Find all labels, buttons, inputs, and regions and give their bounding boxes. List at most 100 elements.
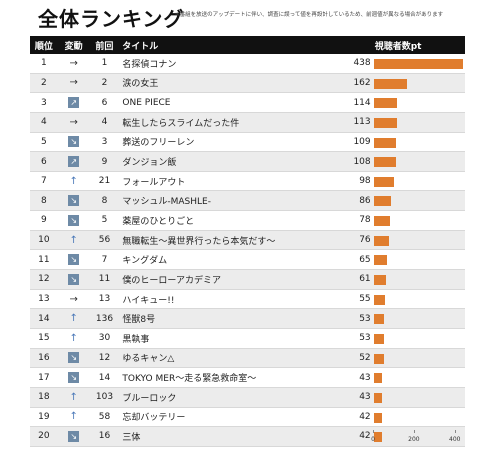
arrow-right-icon: → — [69, 77, 78, 89]
bar — [373, 176, 394, 187]
prev-rank-cell: 30 — [98, 333, 111, 344]
move-cell: → — [58, 77, 90, 88]
prev-rank-cell: 11 — [98, 274, 111, 285]
bar — [373, 412, 383, 423]
value-label: 61 — [359, 274, 371, 285]
title-cell: フォールアウト — [122, 177, 186, 188]
table-row: 3 ↗ 6 ONE PIECE 114 — [30, 93, 465, 113]
value-label: 109 — [353, 136, 371, 147]
prev-rank-cell: 1 — [101, 58, 108, 69]
move-cell: ↘ — [58, 430, 90, 442]
title-cell: 葬送のフリーレン — [122, 138, 195, 149]
bar — [373, 353, 385, 364]
move-cell: ↘ — [58, 372, 90, 384]
rank-cell: 15 — [38, 333, 50, 344]
bar-cell — [373, 191, 465, 210]
bar-cell — [373, 408, 465, 427]
bar — [373, 59, 464, 69]
footnote: ※番組を放送のアップデートに伴い、調査に誤って値を再設計しているため、前週値が異… — [175, 12, 444, 18]
bar — [373, 78, 407, 89]
prev-rank-cell: 58 — [98, 411, 111, 422]
x-tick-label: 400 — [449, 436, 461, 443]
bar — [373, 117, 397, 128]
move-cell: ↗ — [58, 156, 90, 168]
title-cell: 三体 — [122, 432, 141, 443]
move-cell: ↑ — [58, 313, 90, 324]
title-cell: キングダム — [122, 256, 168, 267]
move-cell: → — [58, 117, 90, 128]
arrow-up-icon: ↑ — [69, 332, 78, 344]
prev-rank-cell: 6 — [101, 97, 108, 108]
bar-cell — [373, 211, 465, 230]
title-cell: ダンジョン飯 — [122, 158, 177, 169]
rank-cell: 8 — [41, 195, 47, 206]
trend-down-icon: ↘ — [68, 273, 80, 285]
move-cell: → — [58, 58, 90, 69]
trend-down-icon: ↘ — [68, 254, 80, 266]
table-row: 15 ↑ 30 黒執事 53 — [30, 329, 465, 349]
table-row: 10 ↑ 56 無職転生～異世界行ったら本気だす～ 76 — [30, 230, 465, 251]
move-cell: ↑ — [58, 235, 90, 246]
bar — [373, 216, 390, 227]
trend-down-icon: ↘ — [68, 352, 80, 364]
bar-cell — [373, 290, 465, 309]
prev-rank-cell: 3 — [101, 136, 108, 147]
title-cell: 涙の女王 — [122, 79, 159, 90]
prev-rank-cell: 8 — [101, 195, 108, 206]
table-row: 5 ↘ 3 葬送のフリーレン 109 — [30, 133, 465, 153]
prev-rank-cell: 16 — [98, 431, 111, 442]
x-tick-mark — [373, 430, 374, 433]
bar — [373, 333, 385, 344]
table-row: 8 ↘ 8 マッシュル-MASHLE- 86 — [30, 191, 465, 212]
bar — [373, 373, 383, 384]
header-prev: 前回 — [95, 41, 114, 52]
table-header: 順位 変動 前回 タイトル 視聴者数pt — [30, 36, 465, 54]
prev-rank-cell: 13 — [98, 294, 111, 304]
arrow-up-icon: ↑ — [69, 234, 78, 246]
title-cell: 名探偵コナン — [122, 59, 177, 70]
bar-cell — [373, 133, 465, 152]
header-rank: 順位 — [34, 41, 53, 52]
table-row: 18 ↑ 103 ブルーロック 43 — [30, 387, 465, 408]
table-row: 13 → 13 ハイキュー!! 55 — [30, 290, 465, 310]
x-axis: 0 200 400 — [371, 430, 465, 448]
value-label: 55 — [359, 294, 371, 304]
title-cell: ONE PIECE — [122, 97, 171, 108]
prev-rank-cell: 103 — [95, 392, 114, 403]
arrow-up-icon: ↑ — [69, 175, 78, 187]
prev-rank-cell: 14 — [98, 372, 111, 383]
prev-rank-cell: 7 — [101, 254, 108, 265]
arrow-up-icon: ↑ — [69, 313, 78, 325]
arrow-right-icon: → — [69, 293, 78, 305]
rank-cell: 18 — [38, 392, 50, 403]
bar-cell — [373, 152, 465, 171]
rank-cell: 4 — [41, 117, 47, 128]
bar — [373, 392, 383, 403]
arrow-right-icon: → — [69, 57, 78, 69]
page-title: 全体ランキング — [38, 7, 185, 31]
bar-cell — [373, 93, 465, 112]
rank-cell: 5 — [41, 136, 47, 147]
prev-rank-cell: 4 — [101, 117, 108, 128]
header-title: タイトル — [122, 41, 159, 52]
bar — [373, 275, 387, 286]
table-row: 1 → 1 名探偵コナン 438 — [30, 54, 465, 74]
table-row: 11 ↘ 7 キングダム 65 — [30, 250, 465, 271]
prev-rank-cell: 56 — [98, 235, 111, 246]
value-label: 42 — [359, 431, 371, 442]
rank-cell: 11 — [38, 254, 50, 265]
rank-cell: 1 — [41, 58, 47, 69]
title-cell: ブルーロック — [122, 393, 177, 404]
move-cell: → — [58, 294, 90, 305]
value-label: 76 — [359, 235, 371, 246]
move-cell: ↘ — [58, 254, 90, 266]
bar-cell — [373, 349, 465, 368]
trend-down-icon: ↘ — [68, 430, 80, 442]
rank-cell: 12 — [38, 274, 50, 285]
move-cell: ↑ — [58, 333, 90, 344]
value-label: 114 — [353, 97, 371, 108]
header-value: 視聴者数pt — [374, 41, 422, 52]
move-cell: ↑ — [58, 176, 90, 187]
bar — [373, 157, 396, 168]
trend-up-icon: ↗ — [68, 97, 80, 109]
